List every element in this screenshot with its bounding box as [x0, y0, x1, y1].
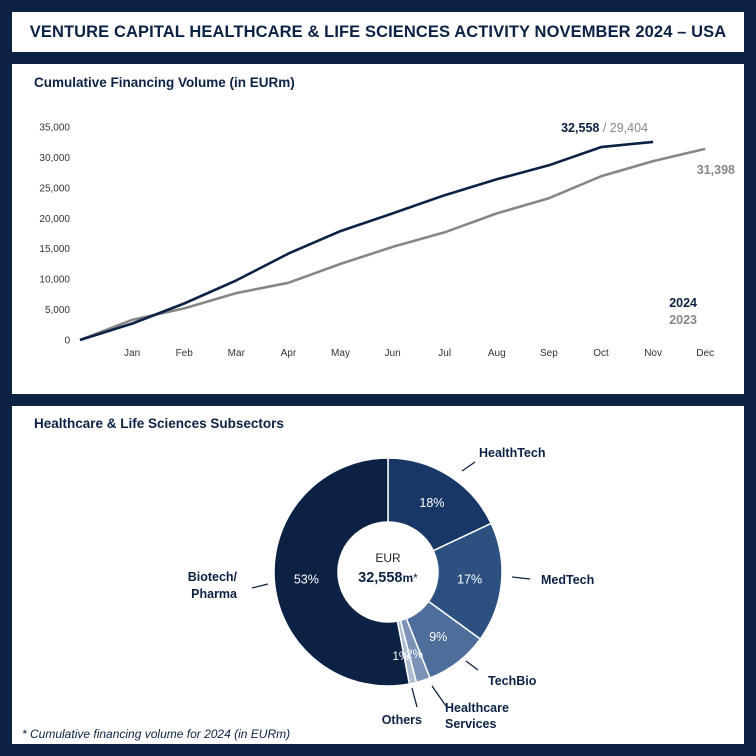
title-banner: VENTURE CAPITAL HEALTHCARE & LIFE SCIENC…: [12, 12, 744, 52]
donut-chart-panel: Healthcare & Life Sciences Subsectors 18…: [12, 406, 744, 744]
series-line-2023: [79, 147, 706, 342]
y-tick-label: 20,000: [39, 214, 70, 225]
center-currency: EUR: [375, 551, 401, 565]
x-tick-label: Nov: [644, 348, 662, 359]
x-tick-label: Sep: [540, 348, 558, 359]
leader-line: [431, 685, 447, 707]
legend-2024: 2024: [669, 296, 697, 310]
slice-label: Healthcare: [445, 701, 509, 715]
y-tick-label: 0: [64, 336, 70, 347]
line-chart-title: Cumulative Financing Volume (in EURm): [34, 75, 295, 90]
line-chart-panel: Cumulative Financing Volume (in EURm) 0 5…: [12, 64, 744, 394]
slice-label: Biotech/: [188, 570, 238, 584]
value-label-2023-nov: / 29,404: [599, 121, 648, 135]
x-tick-label: Feb: [176, 348, 194, 359]
slice-label: HealthTech: [479, 446, 545, 460]
pct-label: 17%: [457, 573, 482, 587]
pct-label: 18%: [419, 496, 444, 510]
leader-line: [251, 583, 269, 589]
pct-label: 1%: [392, 651, 409, 663]
x-tick-label: Oct: [593, 348, 609, 359]
x-tick-label: Jun: [385, 348, 401, 359]
donut-chart: 18% 17% 9% 2%1% 53% EUR 32,558m* HealthTech MedT…: [188, 446, 595, 731]
slice-label: Others: [382, 713, 422, 727]
pct-label: 53%: [294, 573, 319, 587]
x-tick-label: Apr: [281, 348, 297, 359]
x-tick-label: May: [331, 348, 350, 359]
leader-line: [461, 461, 476, 472]
leader-line: [465, 660, 479, 671]
donut-chart-title: Healthcare & Life Sciences Subsectors: [34, 416, 284, 431]
leader-line: [411, 687, 418, 708]
y-tick-label: 25,000: [39, 183, 70, 194]
slice-label: Services: [445, 717, 496, 731]
slice-label: MedTech: [541, 573, 594, 587]
center-total: 32,558m*: [358, 570, 418, 586]
x-tick-label: Jan: [124, 348, 140, 359]
x-tick-label: Aug: [488, 348, 506, 359]
line-chart: 0 5,000 10,000 15,000 20,000 25,000 30,000 35,0…: [39, 121, 735, 359]
value-label-2023-dec: 31,398: [697, 163, 735, 177]
value-label-2024: 32,558: [561, 121, 599, 135]
slice-biotech-pharma: [273, 457, 411, 687]
footnote: * Cumulative financing volume for 2024 (…: [22, 727, 291, 741]
y-tick-label: 5,000: [45, 305, 70, 316]
slice-label: Pharma: [191, 587, 238, 601]
leader-line: [511, 576, 531, 580]
legend-2023: 2023: [669, 313, 697, 327]
x-tick-label: Jul: [438, 348, 451, 359]
y-tick-label: 10,000: [39, 275, 70, 286]
pct-label: 2%: [406, 649, 423, 661]
y-tick-label: 15,000: [39, 244, 70, 255]
x-tick-label: Dec: [696, 348, 714, 359]
pct-label: 9%: [429, 630, 447, 644]
y-tick-label: 35,000: [39, 123, 70, 134]
series-line-2024: [79, 140, 654, 342]
slice-healthtech: [387, 457, 493, 552]
y-tick-label: 30,000: [39, 153, 70, 164]
x-tick-label: Mar: [228, 348, 246, 359]
slice-label: TechBio: [488, 674, 537, 688]
nov-value-label: 32,558 / 29,404: [561, 121, 648, 135]
page-title: VENTURE CAPITAL HEALTHCARE & LIFE SCIENC…: [29, 23, 727, 41]
